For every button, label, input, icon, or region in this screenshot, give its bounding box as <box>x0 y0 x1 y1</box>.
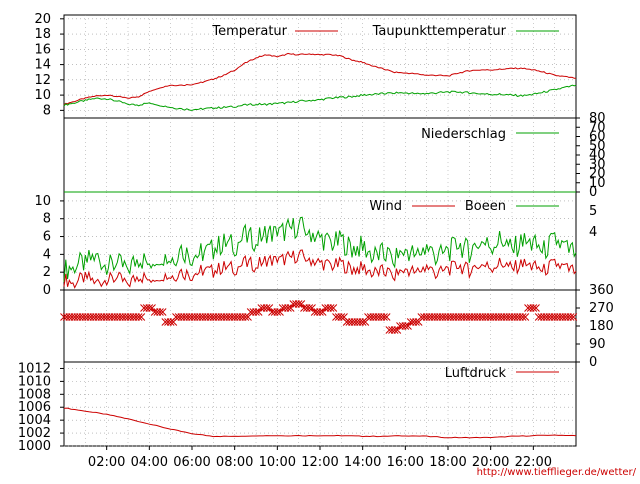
wind-direction-marker <box>318 308 327 316</box>
y-tick-label: 8 <box>43 212 51 227</box>
wind-direction-marker <box>308 304 316 312</box>
y-tick-label: 1008 <box>18 387 51 402</box>
y-tick-label: 16 <box>34 42 51 57</box>
legend-label-taupunkttemperatur: Taupunkttemperatur <box>372 24 507 39</box>
y-tick-label: 10 <box>589 176 606 191</box>
wind-direction-marker <box>273 308 282 316</box>
y-tick-label: 20 <box>589 167 606 182</box>
legend-label-temperatur: Temperatur <box>211 24 287 39</box>
y-tick-label: 10 <box>34 88 51 103</box>
y-tick-label: 360 <box>589 283 614 298</box>
wind-direction-marker <box>297 300 306 308</box>
y-tick-label: 30 <box>589 157 606 172</box>
series-line-wind <box>63 249 577 289</box>
x-tick-label: 10:00 <box>259 455 296 470</box>
y-tick-label: 1000 <box>18 439 51 454</box>
wind-direction-marker <box>380 313 388 321</box>
wind-direction-marker <box>518 313 527 321</box>
y-tick-label: 70 <box>589 120 606 135</box>
y-tick-label: 0 <box>589 185 597 200</box>
wind-direction-marker <box>134 313 143 321</box>
y-tick-label: 18 <box>34 27 51 42</box>
wind-direction-marker <box>521 313 530 321</box>
wind-direction-marker <box>393 326 402 334</box>
y-tick-label: 12 <box>34 73 51 88</box>
y-tick-label: 1004 <box>18 413 51 428</box>
series-line-luftdruck <box>63 407 577 439</box>
wind-direction-marker <box>382 313 391 321</box>
y-tick-label-right: 5 <box>589 204 597 219</box>
y-tick-label: 270 <box>589 301 614 316</box>
wind-direction-marker <box>254 308 263 316</box>
y-tick-label: 1002 <box>18 426 51 441</box>
y-tick-label: 80 <box>589 111 606 126</box>
y-tick-label-right: 4 <box>589 225 597 240</box>
wind-direction-marker <box>532 304 540 312</box>
wind-direction-marker <box>305 304 314 312</box>
x-tick-label: 22:00 <box>515 455 552 470</box>
legend-label-wind: Wind <box>369 199 402 214</box>
y-tick-label: 40 <box>589 148 606 163</box>
x-tick-label: 16:00 <box>387 455 424 470</box>
wind-direction-marker <box>566 313 575 321</box>
x-tick-label: 04:00 <box>131 455 168 470</box>
wind-direction-marker <box>137 313 146 321</box>
wind-direction-marker <box>316 308 324 316</box>
x-tick-label: 14:00 <box>344 455 381 470</box>
y-tick-label: 90 <box>589 337 606 352</box>
wind-direction-marker <box>404 322 412 330</box>
legend-label-luftdruck: Luftdruck <box>445 366 507 381</box>
x-tick-label: 12:00 <box>301 455 338 470</box>
wind-direction-marker <box>286 304 295 312</box>
y-tick-label: 1006 <box>18 400 51 415</box>
wind-direction-marker <box>529 304 538 312</box>
wind-direction-marker <box>569 313 578 321</box>
wind-direction-marker <box>145 304 154 312</box>
x-tick-label: 18:00 <box>429 455 466 470</box>
y-tick-label: 60 <box>589 130 606 145</box>
y-tick-label: 0 <box>589 355 597 370</box>
y-tick-label: 180 <box>589 319 614 334</box>
y-tick-label: 1010 <box>18 374 51 389</box>
y-tick-label: 1012 <box>18 361 51 376</box>
wind-direction-marker <box>156 308 164 316</box>
y-tick-label: 2 <box>43 265 51 280</box>
series-line-temperatur <box>63 52 576 106</box>
wind-direction-marker <box>276 308 284 316</box>
legend-label-niederschlag: Niederschlag <box>421 127 506 142</box>
series-line-boeen <box>63 216 577 283</box>
wind-direction-marker <box>265 304 274 312</box>
y-tick-label: 10 <box>34 194 51 209</box>
wind-direction-marker <box>148 304 156 312</box>
wind-direction-marker <box>284 304 292 312</box>
y-tick-label: 50 <box>589 139 606 154</box>
y-tick-label: 14 <box>34 58 51 73</box>
series-line-taupunkttemperatur <box>63 84 577 111</box>
legend-label-boeen: Boeen <box>465 199 506 214</box>
credit-link[interactable]: http://www.tiefflieger.de/wetter/ <box>477 467 637 478</box>
x-tick-label: 02:00 <box>88 455 125 470</box>
y-tick-label: 4 <box>43 247 51 262</box>
y-tick-label: 8 <box>43 103 51 118</box>
wind-direction-marker <box>294 300 303 308</box>
wind-direction-marker <box>329 304 338 312</box>
wind-direction-marker <box>390 326 399 334</box>
wind-direction-marker <box>252 308 260 316</box>
y-tick-label: 20 <box>34 12 51 27</box>
y-tick-label: 6 <box>43 230 51 245</box>
wind-direction-marker <box>401 322 410 330</box>
x-tick-label: 08:00 <box>216 455 253 470</box>
y-tick-label: 0 <box>43 283 51 298</box>
x-tick-label: 20:00 <box>472 455 509 470</box>
wind-direction-marker <box>158 308 167 316</box>
wind-direction-marker <box>326 304 335 312</box>
wind-direction-marker <box>262 304 271 312</box>
x-tick-label: 06:00 <box>173 455 210 470</box>
